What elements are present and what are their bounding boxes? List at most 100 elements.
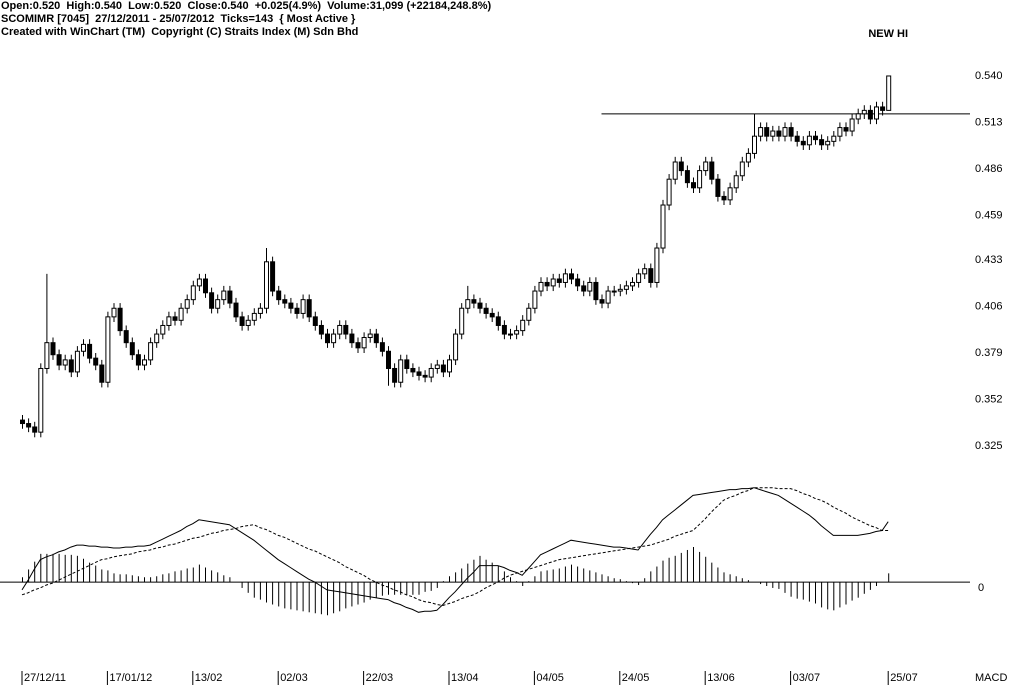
y2-tick-label: 0: [978, 582, 984, 594]
candle-body: [99, 364, 105, 383]
candle-body: [270, 261, 276, 292]
candle-body: [788, 127, 794, 137]
candle-body: [752, 135, 757, 154]
candle-body: [825, 140, 831, 146]
candle-body: [300, 299, 306, 314]
candle-body: [758, 127, 764, 137]
candle-body: [514, 330, 520, 335]
candle-body: [26, 423, 32, 428]
candle-body: [105, 316, 111, 383]
pane-title: MACD: [975, 672, 1007, 684]
candle-body: [721, 195, 727, 201]
candle-body: [593, 281, 599, 301]
candle-body: [440, 364, 446, 373]
candle-body: [135, 354, 141, 366]
candle-body: [617, 288, 623, 292]
candle-body: [556, 278, 562, 283]
candle-body: [703, 161, 709, 172]
candle-body: [733, 175, 739, 189]
candle-body: [642, 268, 648, 275]
candle-body: [843, 127, 849, 132]
x-tick-label: 13/04: [451, 672, 479, 684]
candle-body: [178, 307, 184, 321]
candle-body: [550, 278, 556, 287]
x-tick-label: 27/12/11: [24, 672, 66, 684]
x-tick-label: 13/02: [195, 672, 223, 684]
candle-body: [215, 299, 221, 309]
candle-body: [184, 299, 190, 309]
candle-body: [129, 342, 135, 356]
x-tick-label: 04/05: [536, 672, 564, 684]
candle-body: [465, 299, 471, 309]
x-tick-label: 25/07: [890, 672, 918, 684]
candle-body: [318, 324, 324, 335]
candle-body: [410, 367, 416, 373]
candle-body: [227, 290, 233, 304]
header-line: Open:0.520 High:0.540 Low:0.520 Close:0.…: [1, 0, 491, 12]
y-tick-label: 0.352: [975, 393, 1003, 405]
candle-body: [386, 350, 391, 369]
candle-body: [392, 367, 398, 383]
candle-body: [337, 324, 343, 335]
candle-body: [288, 302, 294, 309]
candle-body: [196, 278, 202, 287]
candle-body: [282, 299, 288, 304]
candle-body: [166, 316, 172, 326]
candle-body: [331, 333, 337, 344]
candle-body: [416, 371, 422, 376]
candle-body: [148, 342, 154, 361]
candle-body: [221, 290, 227, 301]
candle-body: [770, 130, 776, 137]
candle-body: [251, 312, 257, 321]
candle-body: [44, 342, 50, 369]
candle-body: [831, 135, 837, 142]
candle-body: [605, 290, 611, 304]
candle-body: [294, 307, 300, 314]
candle-body: [794, 135, 800, 142]
candle-body: [74, 350, 80, 373]
candle-body: [209, 292, 215, 309]
candle-body: [257, 307, 263, 314]
candle-body: [715, 178, 721, 197]
y-tick-label: 0.459: [975, 209, 1003, 221]
candle-body: [672, 161, 678, 180]
y-tick-label: 0.513: [975, 116, 1003, 128]
x-tick-label: 24/05: [622, 672, 650, 684]
candle-body: [886, 75, 892, 111]
y-tick-label: 0.540: [975, 70, 1003, 82]
candle-body: [813, 135, 818, 141]
candle-body: [636, 273, 642, 283]
candle-body: [428, 367, 434, 378]
x-tick-label: 17/01/12: [109, 672, 152, 684]
candle-body: [495, 316, 501, 326]
candle-body: [630, 281, 635, 287]
candle-body: [855, 113, 861, 120]
candle-body: [20, 419, 25, 425]
candle-body: [276, 290, 282, 301]
candle-body: [526, 307, 532, 321]
candle-body: [325, 333, 330, 344]
candle-body: [508, 333, 513, 336]
candle-body: [160, 324, 166, 335]
candle-body: [172, 316, 178, 321]
y-tick-label: 0.433: [975, 254, 1003, 266]
candle-body: [447, 359, 452, 373]
candle-body: [666, 178, 672, 206]
candle-body: [782, 127, 788, 137]
annotation: NEW HI: [868, 28, 908, 40]
candle-body: [764, 127, 770, 137]
candle-body: [697, 170, 703, 189]
candle-body: [776, 130, 782, 137]
candle-body: [361, 337, 367, 349]
candle-body: [379, 342, 385, 352]
candle-body: [190, 285, 196, 301]
candle-body: [581, 285, 587, 292]
candle-body: [587, 281, 593, 292]
candle-body: [233, 302, 239, 318]
header-line: SCOMIMR [7045] 27/12/2011 - 25/07/2012 T…: [1, 13, 356, 25]
candle-body: [660, 204, 666, 249]
x-tick-label: 03/07: [793, 672, 821, 684]
candle-body: [867, 109, 873, 120]
y-tick-label: 0.379: [975, 347, 1003, 359]
x-tick-label: 22/03: [366, 672, 394, 684]
